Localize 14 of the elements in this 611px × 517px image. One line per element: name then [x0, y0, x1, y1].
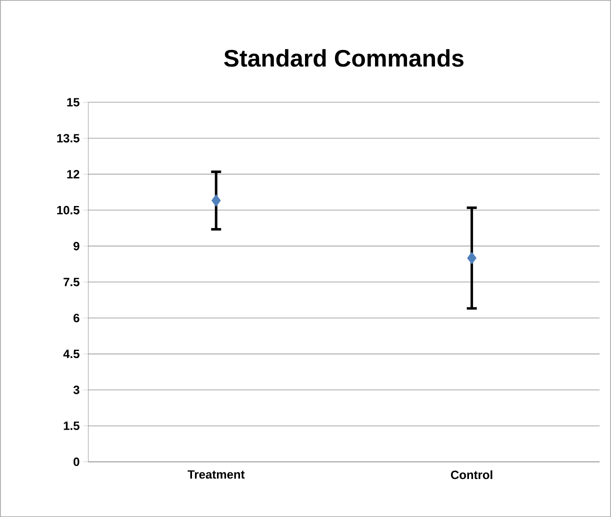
y-tick-label: 4.5 [63, 350, 80, 358]
y-tick-label: 10.5 [57, 206, 80, 214]
y-tick-label: 15 [67, 98, 80, 106]
x-tick-label: Control [450, 470, 492, 480]
x-tick-label: Treatment [188, 470, 245, 479]
y-tick-label: 7.5 [64, 278, 80, 286]
y-tick-label: 3 [73, 386, 80, 394]
y-tick-label: 12 [67, 170, 80, 178]
y-tick-label: 6 [74, 314, 80, 322]
y-tick-label: 0 [74, 457, 80, 466]
y-tick-label: 13.5 [57, 134, 80, 142]
chart-title: Standard Commands [224, 49, 464, 67]
y-tick-label: 1.5 [64, 422, 80, 430]
y-tick-label: 9 [74, 242, 80, 250]
